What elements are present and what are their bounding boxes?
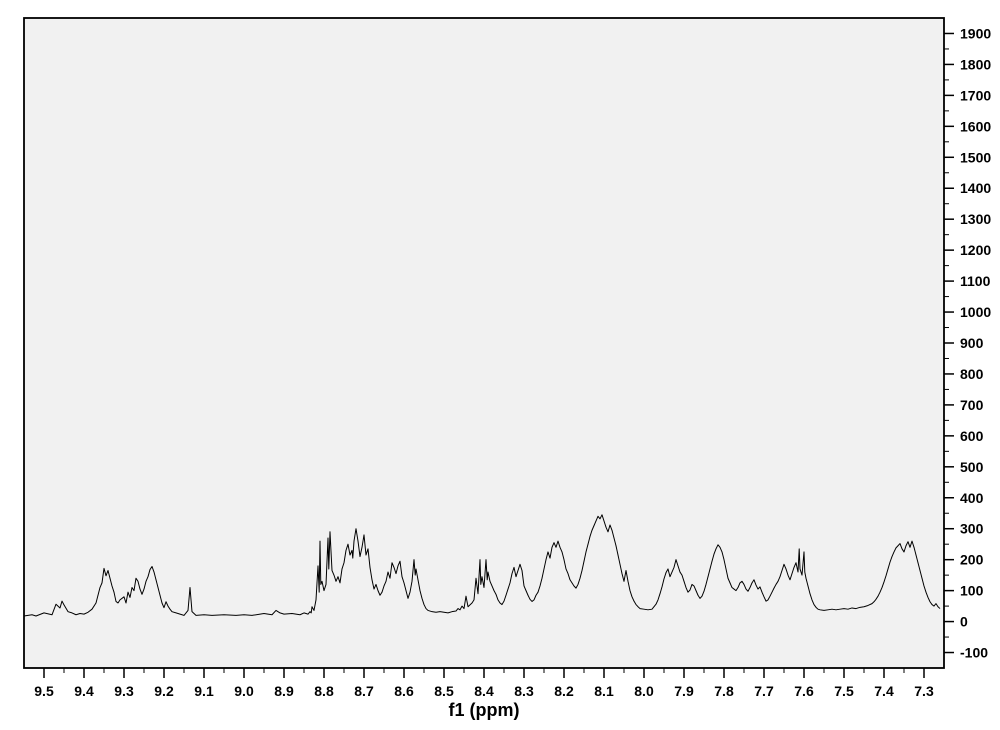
x-tick-label: 7.5 xyxy=(834,683,854,699)
x-tick-label: 8.9 xyxy=(274,683,294,699)
y-tick-label: 300 xyxy=(960,521,984,537)
y-tick-label: 1000 xyxy=(960,304,991,320)
x-tick-label: 8.3 xyxy=(514,683,534,699)
y-tick-label: 1100 xyxy=(960,273,991,289)
y-tick-label: 500 xyxy=(960,459,984,475)
y-tick-label: 1400 xyxy=(960,180,991,196)
nmr-spectrum-chart: 9.5 9.4 9.3 9.2 9.1 9.0 8.9 8.8 8.7 8.6 8.5 8.4 8.3 8… xyxy=(0,0,1000,730)
x-tick-label: 9.5 xyxy=(34,683,54,699)
x-tick-label: 8.2 xyxy=(554,683,574,699)
x-tick-label: 7.4 xyxy=(874,683,894,699)
plot-area xyxy=(24,18,944,668)
x-tick-label: 8.7 xyxy=(354,683,374,699)
y-tick-label: -100 xyxy=(960,645,988,661)
x-tick-label: 7.7 xyxy=(754,683,774,699)
x-tick-label: 7.3 xyxy=(914,683,934,699)
y-tick-label: 1500 xyxy=(960,149,991,165)
y-tick-label: 1300 xyxy=(960,211,991,227)
x-tick-label: 9.1 xyxy=(194,683,214,699)
y-tick-label: 1200 xyxy=(960,242,991,258)
x-tick-label: 8.8 xyxy=(314,683,334,699)
x-tick-label: 7.9 xyxy=(674,683,694,699)
x-tick-label: 9.3 xyxy=(114,683,134,699)
y-tick-label: 1600 xyxy=(960,118,991,134)
x-tick-label: 8.0 xyxy=(634,683,654,699)
x-tick-label: 9.0 xyxy=(234,683,254,699)
x-tick-label: 8.5 xyxy=(434,683,454,699)
x-tick-label: 9.4 xyxy=(74,683,94,699)
x-tick-label: 8.1 xyxy=(594,683,614,699)
y-tick-label: 1700 xyxy=(960,87,991,103)
y-tick-label: 1800 xyxy=(960,56,991,72)
y-tick-label: 700 xyxy=(960,397,984,413)
y-tick-label: 1900 xyxy=(960,25,991,41)
y-tick-label: 100 xyxy=(960,583,984,599)
x-tick-label: 9.2 xyxy=(154,683,174,699)
y-tick-label: 800 xyxy=(960,366,984,382)
y-tick-label: 900 xyxy=(960,335,984,351)
y-tick-label: 400 xyxy=(960,490,984,506)
x-tick-label: 8.6 xyxy=(394,683,414,699)
x-axis-label: f1 (ppm) xyxy=(449,700,520,720)
y-tick-label: 200 xyxy=(960,552,984,568)
x-tick-label: 7.8 xyxy=(714,683,734,699)
x-tick-label: 8.4 xyxy=(474,683,494,699)
y-tick-label: 0 xyxy=(960,614,968,630)
x-tick-label: 7.6 xyxy=(794,683,814,699)
y-tick-label: 600 xyxy=(960,428,984,444)
